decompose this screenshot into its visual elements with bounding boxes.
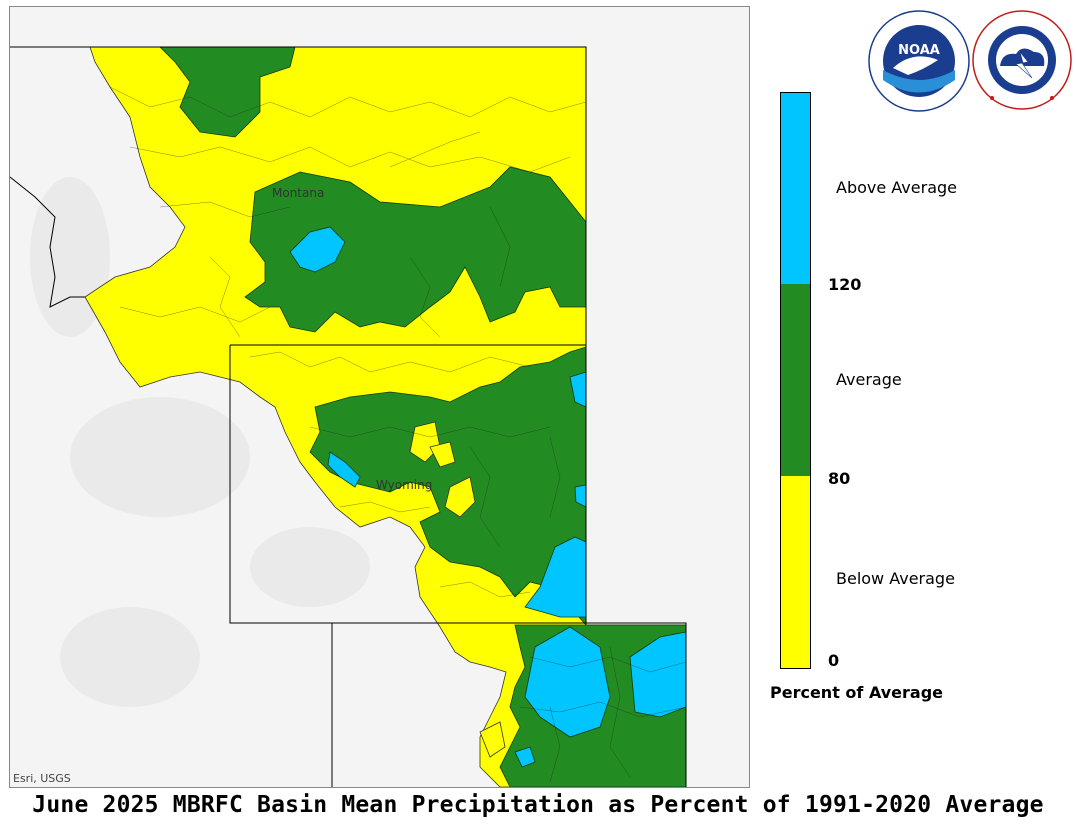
legend-break-0: 0 xyxy=(828,651,840,670)
legend-swatch-above-average xyxy=(781,93,810,284)
noaa-logo-text: NOAA xyxy=(898,43,940,58)
basin-precip-map: Montana Wyoming Esri, USGS xyxy=(9,6,750,788)
terrain-shading xyxy=(30,177,370,707)
nws-emblem xyxy=(972,10,1072,110)
map-attribution: Esri, USGS xyxy=(13,772,71,785)
page-title: June 2025 MBRFC Basin Mean Precipitation… xyxy=(32,792,1044,818)
basins-below-average-islands xyxy=(409,421,506,758)
legend-label-above-average: Above Average xyxy=(836,178,957,197)
noaa-logo: NOAA xyxy=(868,10,970,116)
state-label-montana: Montana xyxy=(272,186,325,200)
legend-label-below-average: Below Average xyxy=(836,569,955,588)
map-svg xyxy=(10,46,687,787)
legend-break-80: 80 xyxy=(828,469,851,488)
legend-swatch-below-average xyxy=(781,476,810,668)
legend-swatch-average xyxy=(781,284,810,476)
legend-break-120: 120 xyxy=(828,275,862,294)
noaa-emblem: NOAA xyxy=(868,10,970,112)
state-label-wyoming: Wyoming xyxy=(376,478,433,492)
basins-above-average xyxy=(289,226,687,768)
nws-logo xyxy=(972,8,1072,116)
legend-title: Percent of Average xyxy=(770,683,944,702)
state-boundaries xyxy=(10,46,687,787)
legend-label-average: Average xyxy=(836,370,902,389)
legend-color-bar xyxy=(780,92,811,669)
basin-boundaries xyxy=(109,86,687,783)
